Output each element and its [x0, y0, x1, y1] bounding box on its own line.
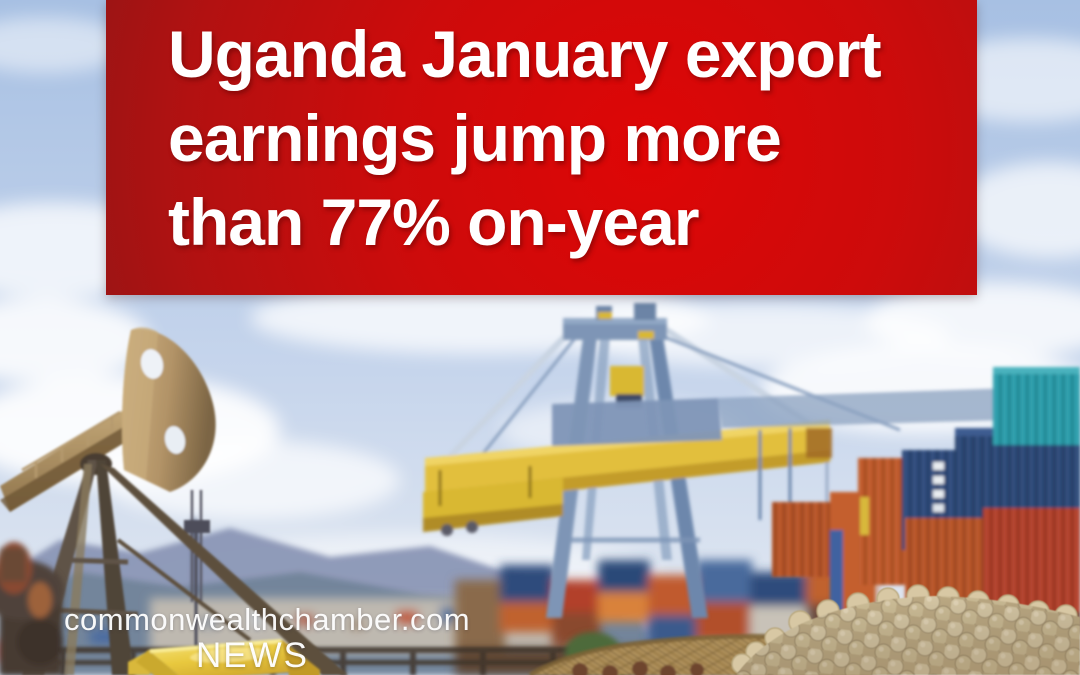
headline-banner: Uganda January export earnings jump more… [106, 0, 977, 295]
headline-line-1: Uganda January export [168, 17, 882, 91]
soybean-mound [731, 584, 1080, 675]
container-stack [772, 367, 1080, 634]
gold-bar [128, 639, 320, 675]
website-watermark: commonwealthchamber.com [64, 602, 471, 637]
headline-line-3: than 77% on-year [168, 185, 700, 259]
oil-pumpjack [0, 327, 348, 675]
wellhead-machinery [0, 542, 64, 675]
headline-line-2: earnings jump more [168, 101, 782, 175]
headline-text: Uganda January export earnings jump more… [106, 0, 977, 264]
news-label: NEWS [196, 636, 309, 675]
gantry-crane [423, 303, 1012, 618]
